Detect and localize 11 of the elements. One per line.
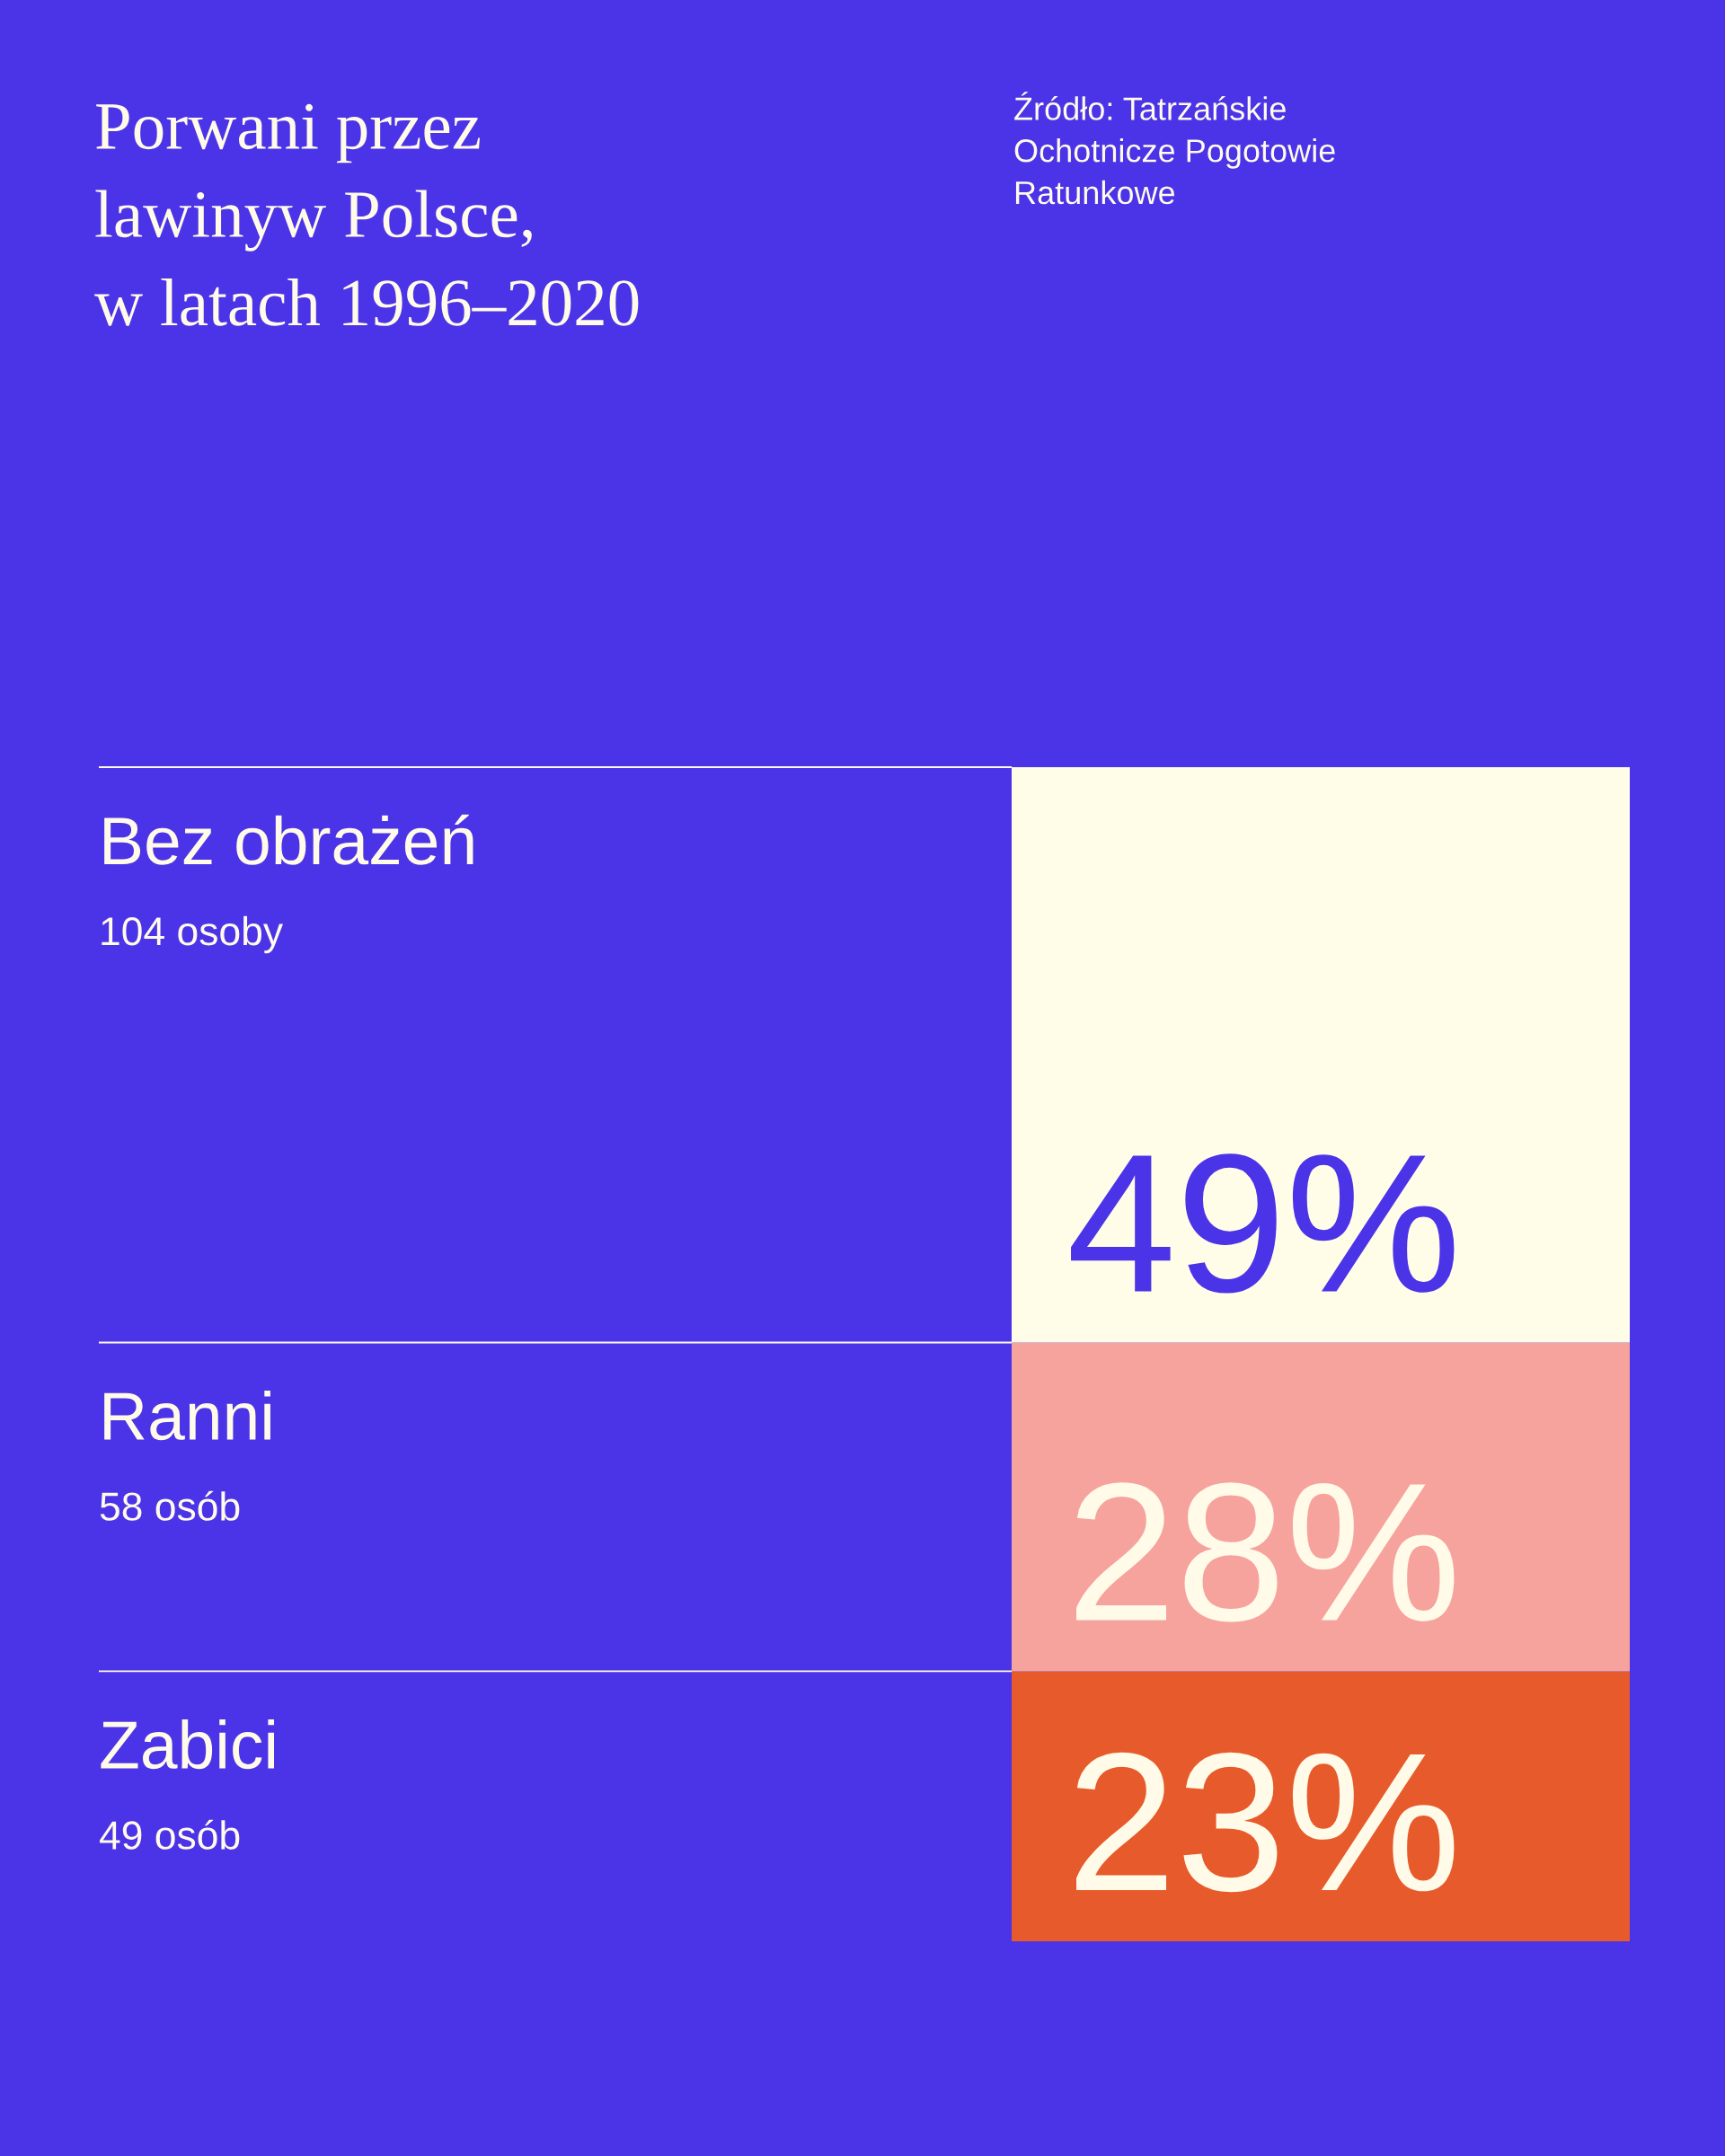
text: Porwani przez lawinyw Polsce, w latach 1996–2020 (94, 103, 639, 326)
text: 49 osób (100, 1819, 240, 1850)
text: Ranni (104, 1391, 270, 1441)
data-label: 49% (1071, 1153, 1455, 1294)
text: Bez obrażeń (104, 814, 473, 865)
data-label: 28% (1076, 1482, 1455, 1622)
data-label: 23% (1076, 1752, 1455, 1893)
text: Źródło: Tatrzańskie Ochotnicze Pogotowie Ratunkowe (1014, 92, 1335, 205)
text: 104 osoby (102, 915, 284, 954)
text: Zabici (101, 1719, 275, 1770)
text: 58 osób (100, 1490, 240, 1521)
